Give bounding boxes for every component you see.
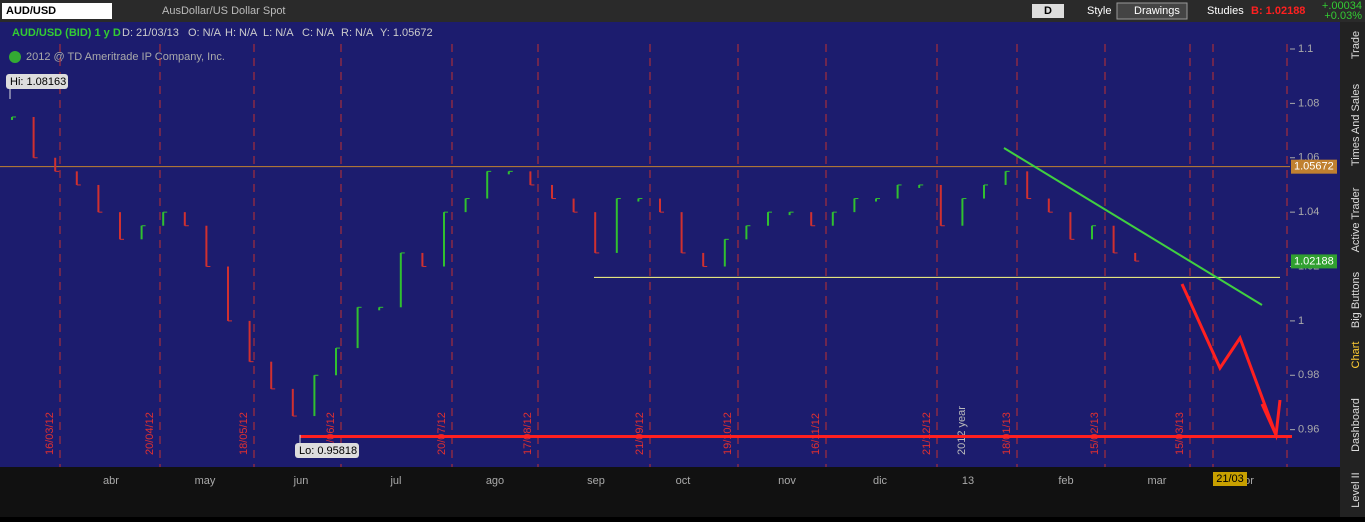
month-label: 13 [962,475,974,487]
info-open: O: N/A [188,27,222,39]
expiry-label: 21/12/12 [921,412,933,455]
side-tab[interactable]: Trade [1350,31,1362,59]
drawings-frame [1116,2,1188,20]
year-marker: 2012 year [956,406,968,455]
y-tick-label: 0.96 [1298,424,1319,436]
expiry-label: 20/07/12 [436,412,448,455]
side-tab[interactable]: Chart [1350,342,1362,369]
y-tick-label: 1.08 [1298,97,1319,109]
info-close: C: N/A [302,27,335,39]
month-label: feb [1058,475,1073,487]
side-tab[interactable]: Level II [1350,472,1362,507]
description: AusDollar/US Dollar Spot [162,5,286,17]
expiry-label: 18/01/13 [1001,412,1013,455]
symbol: AUD/USD [6,5,56,17]
hi-label: Hi: 1.08163 [10,76,66,88]
lo-label: Lo: 0.95818 [299,445,357,457]
cursor-date: 21/03 [1216,473,1244,485]
month-label: jun [293,475,309,487]
info-prev: Y: 1.05672 [380,27,433,39]
aggregation: D [1044,5,1052,17]
expiry-label: 18/05/12 [238,412,250,455]
side-tab[interactable]: Dashboard [1350,398,1362,452]
expiry-label: 16/03/12 [44,412,56,455]
trend-line [1003,147,1263,306]
info-high: H: N/A [225,27,258,39]
month-label: may [195,475,216,487]
month-label: dic [873,475,888,487]
side-tab[interactable]: Times And Sales [1350,83,1362,166]
prev-close-box [1291,159,1337,174]
arrow-path [1180,283,1278,436]
arrow-head [1260,399,1282,441]
y-tick-label: 0.98 [1298,369,1319,381]
hi-box [6,74,68,89]
month-label: abr [103,475,119,487]
plot-area [0,22,1290,467]
month-label: nov [778,475,796,487]
month-label: mar [1148,475,1167,487]
last-box [1291,254,1337,269]
expiry-label: 15/03/13 [1174,412,1186,455]
month-label: ago [486,475,504,487]
change: +.00034 [1322,0,1362,12]
info-low: L: N/A [263,27,294,39]
drawings-btn[interactable]: Drawings [1134,5,1180,17]
side-panel [1340,22,1365,517]
month-label: sep [587,475,605,487]
expiry-label: 21/09/12 [634,412,646,455]
study-title: AUD/USD (BID) 1 y D [12,27,121,39]
month-label: jul [389,475,401,487]
cursor-date-box [1213,472,1247,486]
studies-btn[interactable]: Studies [1207,5,1244,17]
side-tab[interactable]: Active Trader [1350,187,1362,252]
toolbar [0,0,1365,22]
y-tick-label: 1 [1298,315,1304,327]
info-icon[interactable] [9,51,21,63]
lo-box [295,443,359,458]
style-btn[interactable]: Style [1087,5,1111,17]
copyright: 2012 @ TD Ameritrade IP Company, Inc. [26,51,225,63]
expiry-label: 19/10/12 [722,412,734,455]
last-label: 1.02188 [1294,255,1334,267]
month-label: or [1244,475,1254,487]
info-date: D: 21/03/13 [122,27,179,39]
time-axis [0,467,1340,517]
prev-close-label: 1.05672 [1294,161,1334,173]
info-range: R: N/A [341,27,374,39]
change-pct: +0.03% [1324,10,1362,22]
month-label: oct [676,475,691,487]
y-tick-label: 1.04 [1298,206,1319,218]
expiry-label: 16/11/12 [810,413,822,455]
bid: B: 1.02188 [1251,5,1305,17]
expiry-label: 15/02/13 [1089,412,1101,455]
symbol-field[interactable] [2,3,112,19]
aggregation-btn[interactable] [1032,4,1064,18]
side-tab[interactable]: Big Buttons [1350,271,1362,328]
price-axis [1290,22,1340,467]
expiry-label: 20/04/12 [144,412,156,455]
expiry-label: 17/08/12 [522,412,534,455]
y-tick-label: 1.1 [1298,43,1313,55]
